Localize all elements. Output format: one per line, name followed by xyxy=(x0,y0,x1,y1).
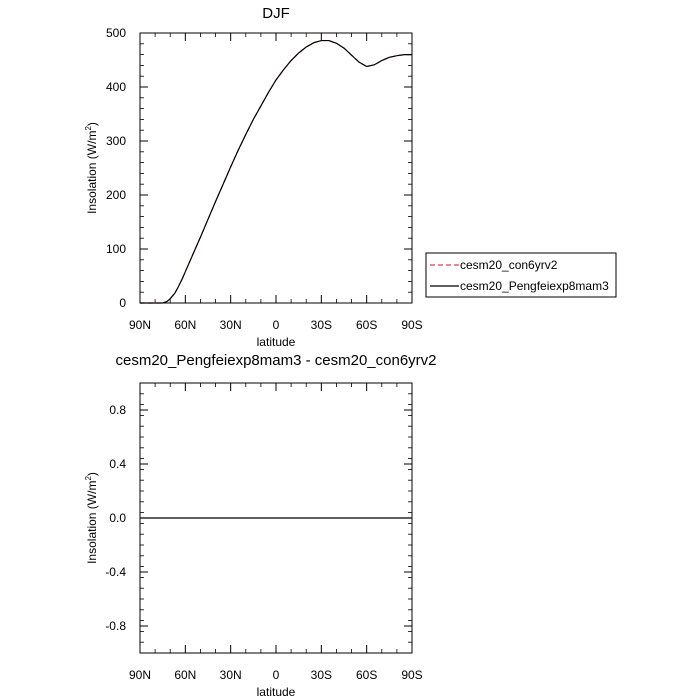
bottom-plot-area: 90N 60N 30N 0 30S 60S 90S -0.8 -0.4 0.0 0.4 0.8 xyxy=(105,382,423,682)
bottom-y-tick-label: 0.0 xyxy=(109,511,126,525)
bottom-x-tick-label: 30S xyxy=(311,668,332,682)
legend-label-con6yrv2: cesm20_con6yrv2 xyxy=(460,258,558,272)
bottom-panel: cesm20_Pengfeiexp8mam3 - cesm20_con6yrv2… xyxy=(84,352,437,699)
top-series-line-2 xyxy=(140,39,412,304)
top-y-tick-label: 0 xyxy=(119,296,126,310)
top-plot-area: 90N 60N 30N 0 30S 60S 90S 0 100 200 300 400 500 xyxy=(106,26,423,332)
top-x-tick-label: 30S xyxy=(311,318,332,332)
bottom-y-tick-label: 0.8 xyxy=(109,403,126,417)
top-y-axis-label-tail: ) xyxy=(85,122,99,126)
top-y-axis-label-main: Insolation (W/m xyxy=(85,131,99,214)
bottom-y-axis-label-tail: ) xyxy=(85,472,99,476)
top-y-tick-label: 400 xyxy=(106,80,126,94)
top-x-tick-label: 60S xyxy=(356,318,377,332)
bottom-y-axis-label-main: Insolation (W/m xyxy=(85,481,99,564)
top-chart-title: DJF xyxy=(262,5,290,22)
top-plot-frame xyxy=(139,32,413,304)
top-y-tick-label: 200 xyxy=(106,188,126,202)
bottom-x-tick-label: 90S xyxy=(401,668,422,682)
bottom-plot-frame xyxy=(139,382,413,654)
top-y-tick-label: 500 xyxy=(106,26,126,40)
bottom-y-tick-label: 0.4 xyxy=(109,457,126,471)
bottom-y-axis-label-sup: 2 xyxy=(84,476,93,481)
bottom-y-tick-label: -0.8 xyxy=(105,619,126,633)
legend: cesm20_con6yrv2 cesm20_Pengfeiexp8mam3 xyxy=(425,252,617,298)
top-y-axis-label-sup: 2 xyxy=(84,126,93,131)
top-x-tick-label: 90N xyxy=(129,318,151,332)
bottom-x-tick-label: 60S xyxy=(356,668,377,682)
bottom-x-tick-label: 90N xyxy=(129,668,151,682)
bottom-x-axis-label: latitude xyxy=(257,685,296,699)
top-y-tick-label: 100 xyxy=(106,242,126,256)
bottom-x-tick-label: 60N xyxy=(174,668,196,682)
top-y-tick-label: 300 xyxy=(106,134,126,148)
bottom-y-axis-label: Insolation (W/m2) xyxy=(84,472,99,564)
top-x-tick-label: 30N xyxy=(220,318,242,332)
top-x-tick-label: 0 xyxy=(273,318,280,332)
top-x-tick-label: 90S xyxy=(401,318,422,332)
top-x-axis-label: latitude xyxy=(257,335,296,349)
legend-box xyxy=(425,252,617,298)
bottom-x-tick-label: 30N xyxy=(220,668,242,682)
bottom-x-tick-label: 0 xyxy=(273,668,280,682)
top-y-axis-label: Insolation (W/m2) xyxy=(84,122,99,214)
top-x-tick-label: 60N xyxy=(174,318,196,332)
legend-label-pengfeiexp8mam3: cesm20_Pengfeiexp8mam3 xyxy=(460,279,609,293)
top-panel: DJF 90N 60N 30N 0 30S 60S 90S0100200300400500 … xyxy=(84,5,423,349)
bottom-y-tick-label: -0.4 xyxy=(105,565,126,579)
bottom-chart-title: cesm20_Pengfeiexp8mam3 - cesm20_con6yrv2 xyxy=(116,352,437,369)
